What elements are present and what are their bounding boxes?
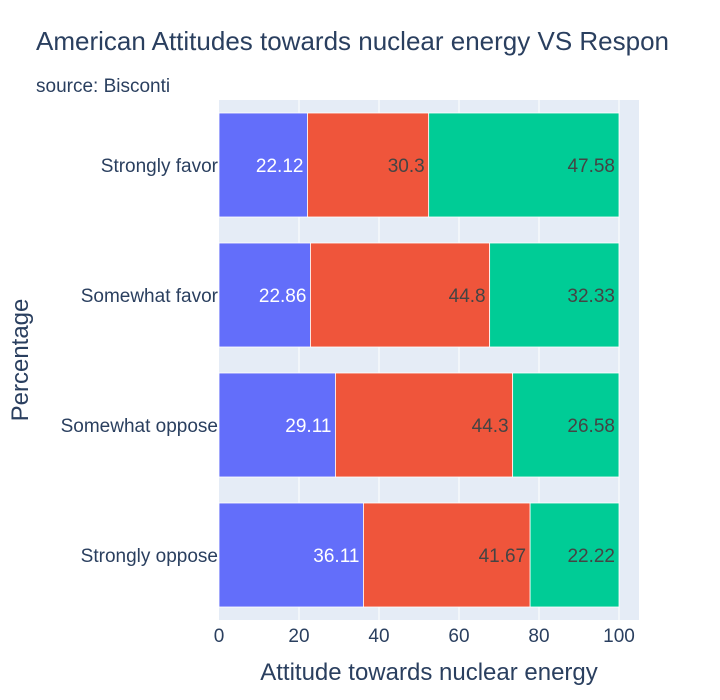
x-axis-tick-labels: 0 20 40 60 80 100 <box>214 626 635 647</box>
x-tick-label: 80 <box>528 626 549 647</box>
y-axis-title: Percentage <box>7 299 34 422</box>
bar-segment <box>307 112 430 218</box>
bar-value-label: 41.67 <box>479 546 527 567</box>
category-label: Somewhat oppose <box>61 416 218 437</box>
bar-value-label: 30.3 <box>388 156 425 177</box>
category-label: Strongly oppose <box>81 546 218 567</box>
bar-segment <box>218 112 308 218</box>
bar-value-label: 22.12 <box>256 156 304 177</box>
bar-value-label: 47.58 <box>567 156 615 177</box>
x-axis-title: Attitude towards nuclear energy <box>260 659 598 686</box>
x-tick-label: 100 <box>603 626 635 647</box>
bar-value-label: 22.86 <box>259 286 307 307</box>
bar-segment <box>489 242 620 348</box>
x-tick-label: 40 <box>368 626 389 647</box>
bar-value-label: 29.11 <box>285 416 331 437</box>
chart-title: American Attitudes towards nuclear energ… <box>36 26 669 56</box>
bar-value-label: 26.58 <box>567 416 615 437</box>
y-axis-category-labels: Strongly favor Somewhat favor Somewhat opp… <box>61 156 219 567</box>
bar-segment <box>218 372 336 478</box>
bar-value-label: 32.33 <box>567 286 615 307</box>
bar-segment <box>363 502 531 608</box>
bar-segment <box>428 112 620 218</box>
bar-value-label: 44.8 <box>449 286 486 307</box>
category-label: Strongly favor <box>101 156 219 177</box>
bar-value-label: 36.11 <box>313 546 359 567</box>
category-label: Somewhat favor <box>81 286 219 307</box>
bar-segment <box>529 502 620 608</box>
bar-segment <box>335 372 514 478</box>
bars <box>218 112 620 608</box>
bar-value-label: 44.3 <box>472 416 509 437</box>
x-tick-label: 60 <box>448 626 469 647</box>
chart-subtitle: source: Bisconti <box>36 76 170 97</box>
bar-value-label: 22.22 <box>567 546 615 567</box>
x-tick-label: 0 <box>214 626 225 647</box>
bar-segment <box>512 372 620 478</box>
data-labels: 22.12 30.3 47.58 22.86 44.8 32.33 29.11 44.3 26.… <box>256 156 615 567</box>
x-tick-label: 20 <box>288 626 309 647</box>
